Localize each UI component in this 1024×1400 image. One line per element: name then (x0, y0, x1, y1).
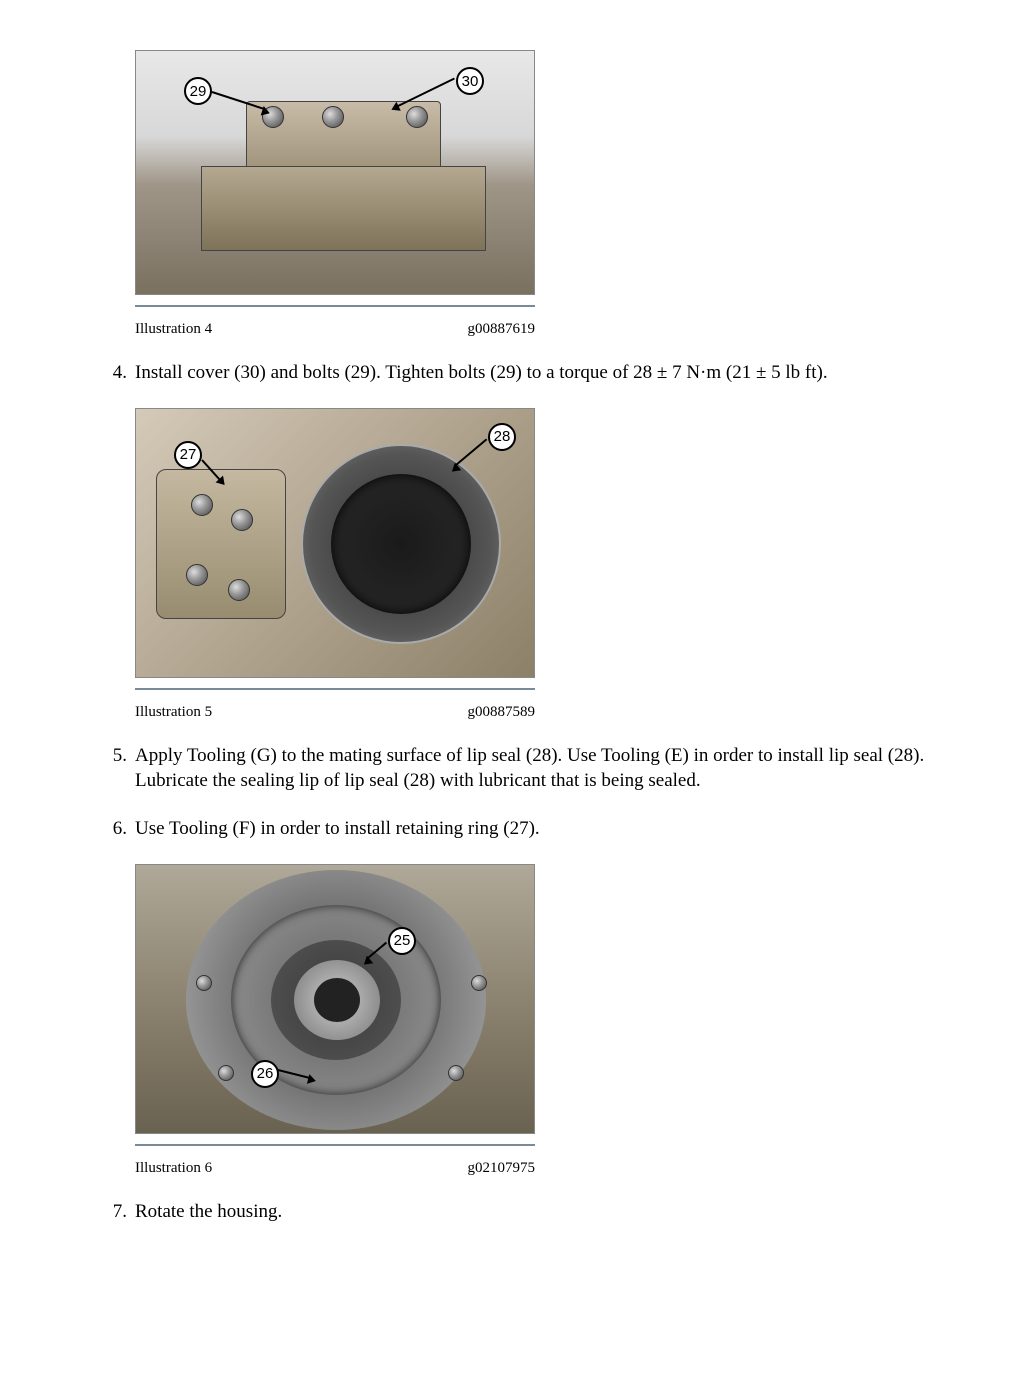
step-7: 7. Rotate the housing. (95, 1199, 929, 1225)
step-4-marker: 4. (95, 360, 135, 386)
figure-5-image: 27 28 (135, 408, 535, 678)
callout-26: 26 (251, 1060, 279, 1088)
figure-6-caption: Illustration 6 g02107975 (135, 1160, 535, 1177)
step-6: 6. Use Tooling (F) in order to install r… (95, 816, 929, 842)
step-7-text: Rotate the housing. (135, 1199, 929, 1225)
step-7-marker: 7. (95, 1199, 135, 1225)
figure-6-divider (135, 1144, 535, 1146)
figure-5-caption-left: Illustration 5 (135, 704, 212, 721)
figure-4-caption-left: Illustration 4 (135, 321, 212, 338)
figure-4-image: 29 30 (135, 50, 535, 295)
callout-26-label: 26 (257, 1065, 274, 1082)
callout-27: 27 (174, 441, 202, 469)
figure-6-caption-right: g02107975 (468, 1160, 536, 1177)
step-6-marker: 6. (95, 816, 135, 842)
figure-4-block: 29 30 Illustration 4 g00887619 (135, 50, 929, 338)
callout-28-label: 28 (494, 428, 511, 445)
callout-25-label: 25 (394, 932, 411, 949)
figure-6-block: 25 26 Illustration 6 g02107975 (135, 864, 929, 1177)
figure-6-caption-left: Illustration 6 (135, 1160, 212, 1177)
figure-6-image: 25 26 (135, 864, 535, 1134)
figure-5-divider (135, 688, 535, 690)
callout-28: 28 (488, 423, 516, 451)
step-4: 4. Install cover (30) and bolts (29). Ti… (95, 360, 929, 386)
callout-30: 30 (456, 67, 484, 95)
step-5-marker: 5. (95, 743, 135, 769)
figure-4-caption: Illustration 4 g00887619 (135, 321, 535, 338)
figure-4-caption-right: g00887619 (468, 321, 536, 338)
figure-4-divider (135, 305, 535, 307)
callout-29-label: 29 (190, 83, 207, 100)
callout-27-label: 27 (180, 446, 197, 463)
figure-5-block: 27 28 Illustration 5 g00887589 (135, 408, 929, 721)
callout-29: 29 (184, 77, 212, 105)
figure-5-caption: Illustration 5 g00887589 (135, 704, 535, 721)
step-5-text: Apply Tooling (G) to the mating surface … (135, 743, 929, 794)
step-6-text: Use Tooling (F) in order to install reta… (135, 816, 929, 842)
callout-25: 25 (388, 927, 416, 955)
figure-5-caption-right: g00887589 (468, 704, 536, 721)
callout-30-label: 30 (462, 73, 479, 90)
step-4-text: Install cover (30) and bolts (29). Tight… (135, 360, 929, 386)
step-5: 5. Apply Tooling (G) to the mating surfa… (95, 743, 929, 794)
